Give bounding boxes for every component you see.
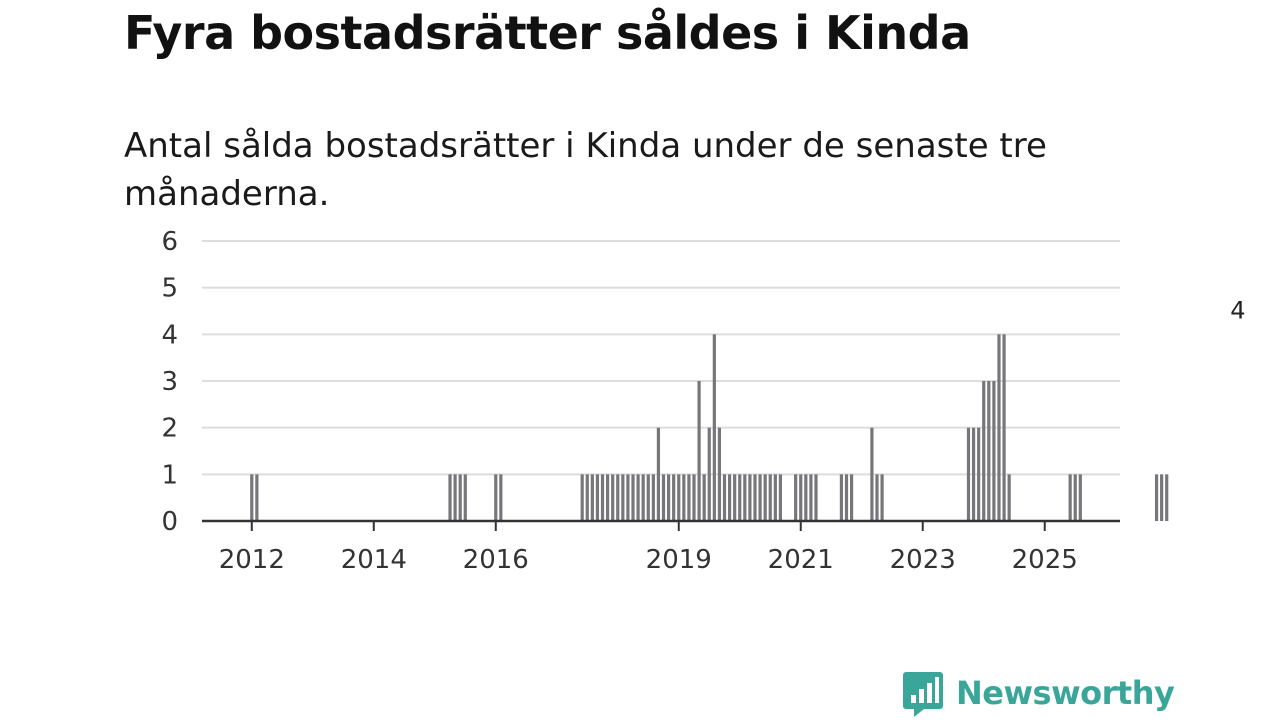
bar: [656, 427, 661, 521]
bar: [641, 474, 645, 521]
y-tick-label: 4: [161, 320, 178, 350]
bar: [727, 474, 732, 521]
bar: [844, 474, 849, 521]
bar: [1078, 474, 1082, 521]
bar: [712, 334, 716, 521]
bar: [621, 474, 625, 521]
bar: [585, 474, 589, 521]
y-tick-label: 6: [161, 227, 178, 257]
y-tick-label: 2: [161, 414, 178, 444]
bar: [773, 474, 777, 521]
bar: [778, 474, 783, 521]
bar: [875, 474, 879, 521]
bar: [458, 474, 462, 521]
bar: [743, 474, 747, 521]
bar: [631, 474, 635, 521]
bar: [677, 474, 681, 521]
bar: [966, 427, 971, 521]
bar: [977, 427, 981, 521]
y-tick-label: 3: [161, 367, 178, 397]
bars: [250, 334, 1169, 521]
x-tick-label: 2016: [463, 545, 529, 575]
newsworthy-icon: [903, 672, 943, 717]
bar: [763, 474, 767, 521]
bar: [616, 474, 620, 521]
bar: [733, 474, 737, 521]
bar: [463, 474, 467, 521]
y-tick-label: 5: [161, 274, 178, 304]
newsworthy-logo: Newsworthy: [902, 668, 1175, 718]
bar: [768, 474, 772, 521]
bar: [692, 474, 696, 521]
bar: [494, 474, 498, 521]
bar: [590, 474, 594, 521]
bar: [702, 474, 706, 521]
bar: [997, 334, 1001, 521]
bar: [611, 474, 615, 521]
x-axis-ticks: 2012 2014 2016 2019 2021 2023 2025: [219, 521, 1078, 575]
bar: [580, 474, 584, 521]
bar: [626, 474, 630, 521]
bar: [738, 474, 742, 521]
bar: [717, 427, 722, 521]
bar: [987, 381, 991, 521]
bar: [814, 474, 818, 521]
bar: [839, 474, 844, 521]
highlight-value-label: 4: [1230, 296, 1245, 324]
chart-subtitle: Antal sålda bostadsrätter i Kinda under …: [124, 126, 1047, 214]
bar: [600, 474, 605, 521]
bar: [992, 381, 996, 521]
bar: [255, 474, 259, 521]
x-tick-label: 2025: [1012, 545, 1078, 575]
bar: [707, 427, 711, 521]
bar: [605, 474, 610, 521]
bar: [661, 474, 666, 521]
bar: [1068, 474, 1072, 521]
bar: [448, 474, 452, 521]
bar: [250, 474, 254, 521]
bar: [804, 474, 808, 521]
bar: [646, 474, 650, 521]
bar: [971, 427, 976, 521]
y-axis-ticks: 0 1 2 3 4 5 6: [161, 227, 178, 537]
bar: [1160, 474, 1164, 521]
bar: [651, 474, 655, 521]
brand-name: Newsworthy: [956, 674, 1175, 712]
bar: [687, 474, 691, 521]
bar: [453, 474, 457, 521]
bar: [809, 474, 813, 521]
bar: [794, 474, 798, 521]
bar: [1002, 334, 1006, 521]
bar: [849, 474, 854, 521]
x-tick-label: 2023: [890, 545, 956, 575]
data-labels: 4: [1230, 296, 1245, 324]
bar: [636, 474, 640, 521]
x-tick-label: 2019: [646, 545, 712, 575]
y-tick-label: 1: [161, 460, 178, 490]
bar: [880, 474, 884, 521]
x-tick-label: 2021: [768, 545, 834, 575]
bar: [870, 427, 874, 521]
bar: [672, 474, 676, 521]
y-tick-label: 0: [161, 507, 178, 537]
bar: [1007, 474, 1011, 521]
bar: [758, 474, 762, 521]
bar: [697, 381, 701, 521]
bar: [666, 474, 671, 521]
x-tick-label: 2012: [219, 545, 285, 575]
bar: [982, 381, 986, 521]
bar: [1073, 474, 1077, 521]
bar: [1165, 474, 1169, 521]
bar: [722, 474, 727, 521]
bar: [748, 474, 752, 521]
bar: [753, 474, 757, 521]
bar: [499, 474, 503, 521]
bar: [1154, 474, 1159, 521]
chart-title: Fyra bostadsrätter såldes i Kinda: [124, 6, 971, 60]
bar: [799, 474, 803, 521]
bar: [682, 474, 686, 521]
bar: [595, 474, 600, 521]
x-tick-label: 2014: [341, 545, 407, 575]
